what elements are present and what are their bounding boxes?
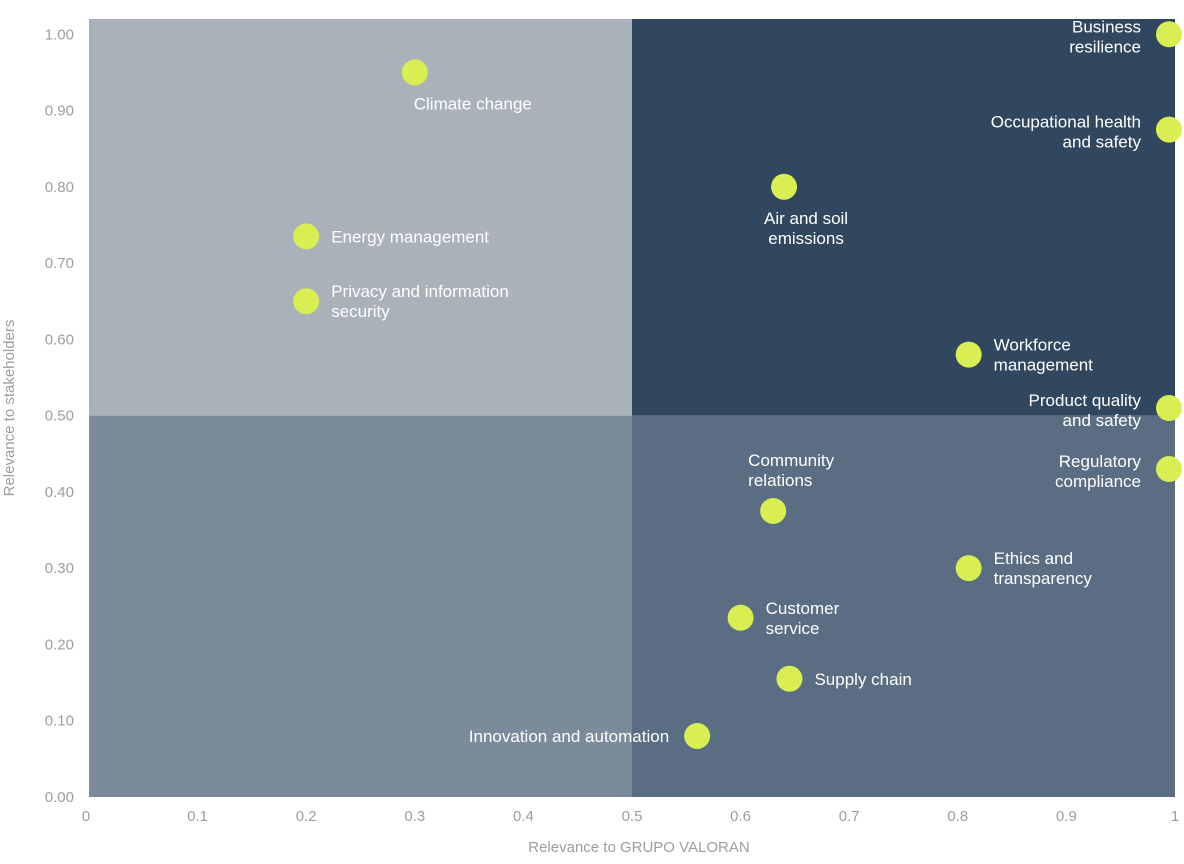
data-point (401, 59, 428, 86)
y-tick-label: 0.90 (45, 103, 74, 120)
point-label-line: relations (748, 471, 812, 490)
point-label-line: Privacy and information (331, 282, 509, 301)
point-label-line: and safety (1063, 133, 1142, 152)
data-point (1156, 395, 1182, 421)
point-label-line: security (331, 302, 390, 321)
data-point (1156, 116, 1182, 143)
point-label: Customer service (766, 599, 840, 638)
y-tick-label: 0.70 (45, 255, 74, 272)
x-tick-label: 0.5 (622, 808, 643, 825)
y-tick-label: 0.00 (45, 789, 74, 806)
data-point (727, 604, 754, 631)
x-tick-label: 0.2 (296, 808, 317, 825)
quadrant-bottom-left (89, 415, 632, 797)
x-tick-label: 0.1 (187, 808, 208, 825)
y-tick-label: 0.30 (45, 560, 74, 577)
data-point (760, 497, 787, 524)
y-tick-label: 0.10 (45, 713, 74, 730)
y-tick-label: 1.00 (45, 26, 74, 43)
point-label-line: Energy management (331, 227, 489, 246)
x-axis-label: Relevance to GRUPO VALORAN (528, 839, 749, 856)
data-point (1156, 21, 1182, 48)
data-point (955, 555, 982, 582)
point-label: Climate change (414, 94, 532, 113)
x-tick-label: 0.9 (1056, 808, 1077, 825)
y-axis-label: Relevance to stakeholders (1, 320, 18, 497)
point-label-line: compliance (1055, 472, 1141, 491)
point-label-line: Innovation and automation (469, 727, 669, 746)
y-tick-label: 0.50 (45, 408, 74, 425)
point-label-line: resilience (1069, 37, 1141, 56)
point-label: Innovation and automation (469, 727, 669, 746)
data-point (293, 288, 320, 315)
point-label: Community relations (748, 451, 834, 490)
point-label: Ethics and transparency (994, 549, 1093, 588)
y-tick-label: 0.40 (45, 484, 74, 501)
point-label-line: Occupational health (991, 113, 1141, 132)
data-point (1156, 456, 1182, 483)
point-label-line: Regulatory (1059, 452, 1142, 471)
point-label-line: Supply chain (814, 670, 911, 689)
x-tick-label: 0 (82, 808, 90, 825)
point-label-line: Product quality (1029, 391, 1142, 410)
point-label: Occupational health and safety (991, 113, 1142, 152)
point-label-line: and safety (1063, 411, 1142, 430)
point-label: Supply chain (814, 670, 911, 689)
point-label-line: emissions (768, 229, 844, 248)
y-tick-label: 0.20 (45, 636, 74, 653)
data-point (955, 341, 982, 368)
point-label: Air and soil emissions (764, 209, 848, 248)
data-point (293, 223, 320, 250)
quadrant-top-left (89, 19, 632, 416)
point-label-line: Air and soil (764, 209, 848, 228)
data-point (776, 665, 803, 692)
point-label: Business resilience (1069, 17, 1141, 56)
x-tick-label: 0.8 (947, 808, 968, 825)
point-label-line: service (766, 619, 820, 638)
y-tick-label: 0.60 (45, 331, 74, 348)
data-point (771, 173, 798, 200)
x-tick-label: 0.6 (730, 808, 751, 825)
quadrant-bottom-right (632, 415, 1175, 797)
point-label-line: Climate change (414, 94, 532, 113)
x-tick-label: 0.4 (513, 808, 534, 825)
quadrant-top-right (632, 19, 1175, 416)
point-label: Workforce management (994, 336, 1094, 375)
point-label: Regulatory compliance (1055, 452, 1141, 491)
x-tick-label: 1 (1171, 808, 1179, 825)
data-point (684, 722, 711, 749)
point-label: Energy management (331, 227, 489, 246)
point-label-line: Community (748, 451, 834, 470)
point-label-line: Ethics and (994, 549, 1073, 568)
point-label: Privacy and information security (331, 282, 509, 321)
x-tick-label: 0.3 (404, 808, 425, 825)
point-label-line: Customer (766, 599, 840, 618)
point-label-line: Workforce (994, 336, 1071, 355)
point-label-line: management (994, 356, 1094, 375)
point-label: Product quality and safety (1029, 391, 1142, 430)
x-tick-label: 0.7 (839, 808, 860, 825)
y-tick-label: 0.80 (45, 179, 74, 196)
point-label-line: transparency (994, 569, 1093, 588)
point-label-line: Business (1072, 17, 1141, 36)
